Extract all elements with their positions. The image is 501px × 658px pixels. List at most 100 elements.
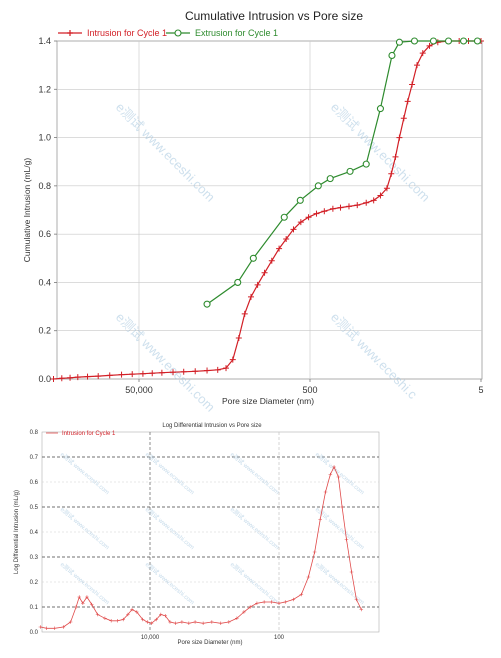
intrusion-data-point <box>50 376 57 382</box>
y-tick-label: 0.6 <box>38 229 51 239</box>
log-differential-data-point <box>332 465 336 469</box>
y-tick-label: 0.4 <box>38 277 51 287</box>
intrusion-data-point <box>313 210 320 217</box>
intrusion-data-point <box>204 367 211 374</box>
intrusion-data-point <box>321 208 328 215</box>
extrusion-data-point <box>234 278 242 286</box>
intrusion-data-point <box>67 374 74 381</box>
intrusion-data-point <box>247 293 254 300</box>
extrusion-data-point <box>203 300 211 308</box>
intrusion-data-point <box>223 365 230 372</box>
y-tick-label: 0.0 <box>30 630 39 636</box>
log-differential-data-point <box>52 626 57 631</box>
intrusion-data-point <box>149 370 156 377</box>
x-tick-label: 500 <box>302 385 317 395</box>
intrusion-data-point <box>139 370 146 377</box>
watermark-layer: e测试 www.eceshi.com e测试 www.eceshi.com e测试 … <box>59 450 366 606</box>
intrusion-data-point <box>419 50 426 57</box>
watermark-text: e测试 www.eceshi.c <box>328 310 421 403</box>
log-differential-data-point <box>130 607 134 612</box>
intrusion-data-point <box>84 373 91 380</box>
log-differential-data-point <box>323 490 328 494</box>
extrusion-data-point <box>410 37 419 45</box>
watermark-text: e测试 www.eceshi.com <box>59 560 111 606</box>
y-axis-label: Cumulative Intrusion (mL/g) <box>22 158 32 263</box>
log-differential-data-point <box>121 617 126 622</box>
y-tick-label: 0.0 <box>38 374 51 384</box>
y-tick-label: 0.8 <box>30 430 39 436</box>
log-differential-data-point <box>81 601 85 606</box>
extrusion-data-point <box>459 37 468 45</box>
y-tick-label: 1.0 <box>38 133 51 143</box>
log-differential-data-point <box>145 620 150 624</box>
intrusion-data-point <box>180 368 187 375</box>
log-differential-data-point <box>269 600 274 604</box>
log-differential-data-point <box>336 475 341 479</box>
log-differential-data-point <box>312 550 317 554</box>
log-differential-data-point <box>277 601 281 606</box>
extrusion-data-point <box>473 37 482 45</box>
intrusion-data-point <box>74 374 81 381</box>
extrusion-data-point <box>376 105 384 113</box>
y-tick-label: 0.8 <box>38 181 51 191</box>
watermark-text: e测试 www.eceshi.com <box>144 560 196 606</box>
log-differential-data-point <box>359 607 364 612</box>
y-tick-label: 0.3 <box>30 555 39 561</box>
intrusion-data-point <box>392 153 399 160</box>
y-axis-ticks: 0.0 0.2 0.4 0.6 0.8 1.0 1.2 1.4 <box>38 36 57 384</box>
log-differential-data-point <box>262 600 266 604</box>
y-tick-label: 0.4 <box>30 530 39 536</box>
log-differential-data-point <box>248 605 252 609</box>
intrusion-data-point <box>354 202 361 209</box>
watermark-text: e测试 www.eceshi.com <box>59 505 111 551</box>
intrusion-series-line <box>53 40 481 380</box>
extrusion-data-point <box>249 254 257 262</box>
plot-area <box>56 40 483 380</box>
log-differential-data-point <box>95 612 100 617</box>
intrusion-data-point <box>337 204 344 211</box>
plus-marker-icon <box>67 30 73 36</box>
watermark-text: e测试 www.eceshi.com <box>113 310 218 415</box>
extrusion-data-point <box>326 175 334 183</box>
intrusion-data-point <box>261 269 268 276</box>
watermark-text: e测试 www.eceshi.com <box>144 505 196 551</box>
intrusion-data-point <box>192 368 199 375</box>
y-tick-label: 0.7 <box>30 455 39 461</box>
intrusion-data-point <box>58 375 65 382</box>
intrusion-data-point <box>370 197 377 204</box>
x-tick-label: 50,000 <box>125 385 153 395</box>
log-differential-data-point <box>328 472 333 477</box>
intrusion-data-point <box>229 356 236 363</box>
intrusion-data-point <box>404 98 411 105</box>
cumulative-intrusion-chart: Cumulative Intrusion vs Pore size e测试 ww… <box>22 9 484 415</box>
y-tick-label: 0.1 <box>30 605 39 611</box>
extrusion-data-point <box>346 167 354 175</box>
log-differential-data-point <box>227 620 231 624</box>
grid-lines <box>57 41 482 379</box>
log-differential-data-point <box>140 617 145 622</box>
x-axis-label: Pore size Diameter (nm) <box>177 640 242 646</box>
y-tick-label: 0.5 <box>30 505 39 511</box>
log-differential-data-point <box>115 618 120 623</box>
intrusion-data-point <box>235 334 242 341</box>
intrusion-data-point <box>170 369 177 376</box>
intrusion-data-point <box>254 281 261 288</box>
intrusion-data-point <box>396 134 403 141</box>
log-differential-data-point <box>149 621 154 626</box>
watermark-text: e测试 www.eceshi.com <box>314 560 366 606</box>
y-tick-label: 1.4 <box>38 36 51 46</box>
chart-title: Cumulative Intrusion vs Pore size <box>185 9 363 23</box>
log-differential-data-point <box>68 620 73 624</box>
intrusion-data-point <box>377 192 384 199</box>
extrusion-data-point <box>388 51 396 60</box>
intrusion-data-point <box>388 170 395 177</box>
log-differential-data-point <box>103 616 107 621</box>
x-axis-ticks: 50,000 500 5 <box>125 379 484 395</box>
y-axis-ticks: 0.0 0.1 0.2 0.3 0.4 0.5 0.6 0.7 0.8 <box>30 430 39 636</box>
log-differential-data-point <box>344 537 349 542</box>
log-differential-data-point <box>109 618 113 623</box>
log-differential-data-point <box>168 620 172 624</box>
intrusion-data-point <box>95 373 102 380</box>
log-differential-data-point <box>349 570 354 574</box>
x-tick-label: 5 <box>478 385 483 395</box>
